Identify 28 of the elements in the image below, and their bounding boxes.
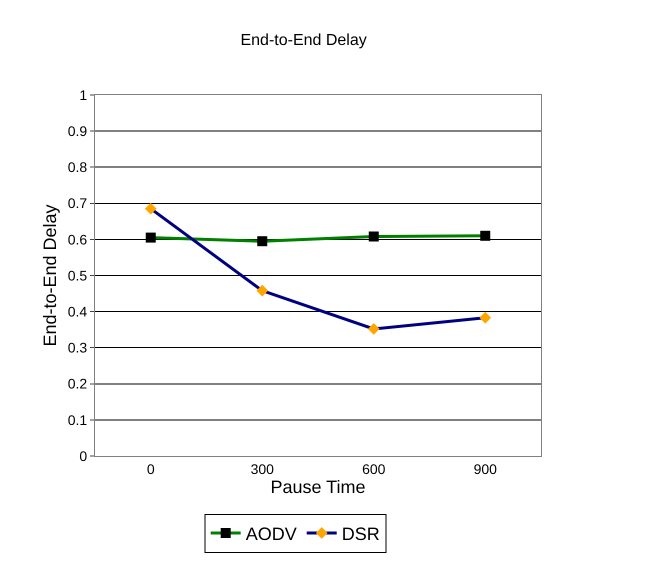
legend-label: AODV <box>246 524 297 544</box>
point <box>256 284 268 297</box>
y-tick-label: 0 <box>79 448 88 464</box>
point <box>146 232 156 243</box>
y-tick-label: 0.6 <box>68 231 88 248</box>
x-tick-label: 0 <box>146 460 155 477</box>
y-tick-label: 0.9 <box>68 123 88 139</box>
x-tick-label: 600 <box>362 460 386 477</box>
x-tick-label: 900 <box>474 460 498 477</box>
y-tick-label: 0.2 <box>68 376 88 392</box>
y-tick-label: 0.3 <box>68 340 88 356</box>
point <box>479 312 492 324</box>
point <box>144 202 157 215</box>
y-axis-title: End-to-End Delay <box>40 204 60 347</box>
point <box>368 232 379 242</box>
point <box>257 236 268 246</box>
x-axis-title: Pause Time <box>270 476 366 497</box>
y-tick-label: 0.8 <box>68 159 88 176</box>
y-tick-label: 0.5 <box>68 267 88 284</box>
x-tick-label: 300 <box>250 460 274 477</box>
point <box>368 323 380 335</box>
y-tick-label: 0.4 <box>68 304 88 320</box>
y-tick-label: 0.7 <box>68 195 88 212</box>
chart-title: End-to-End Delay <box>240 32 367 50</box>
y-tick-label: 1 <box>79 86 88 103</box>
legend-label: DSR <box>342 524 380 544</box>
y-tick-label: 0.1 <box>68 412 88 428</box>
point <box>480 230 490 241</box>
